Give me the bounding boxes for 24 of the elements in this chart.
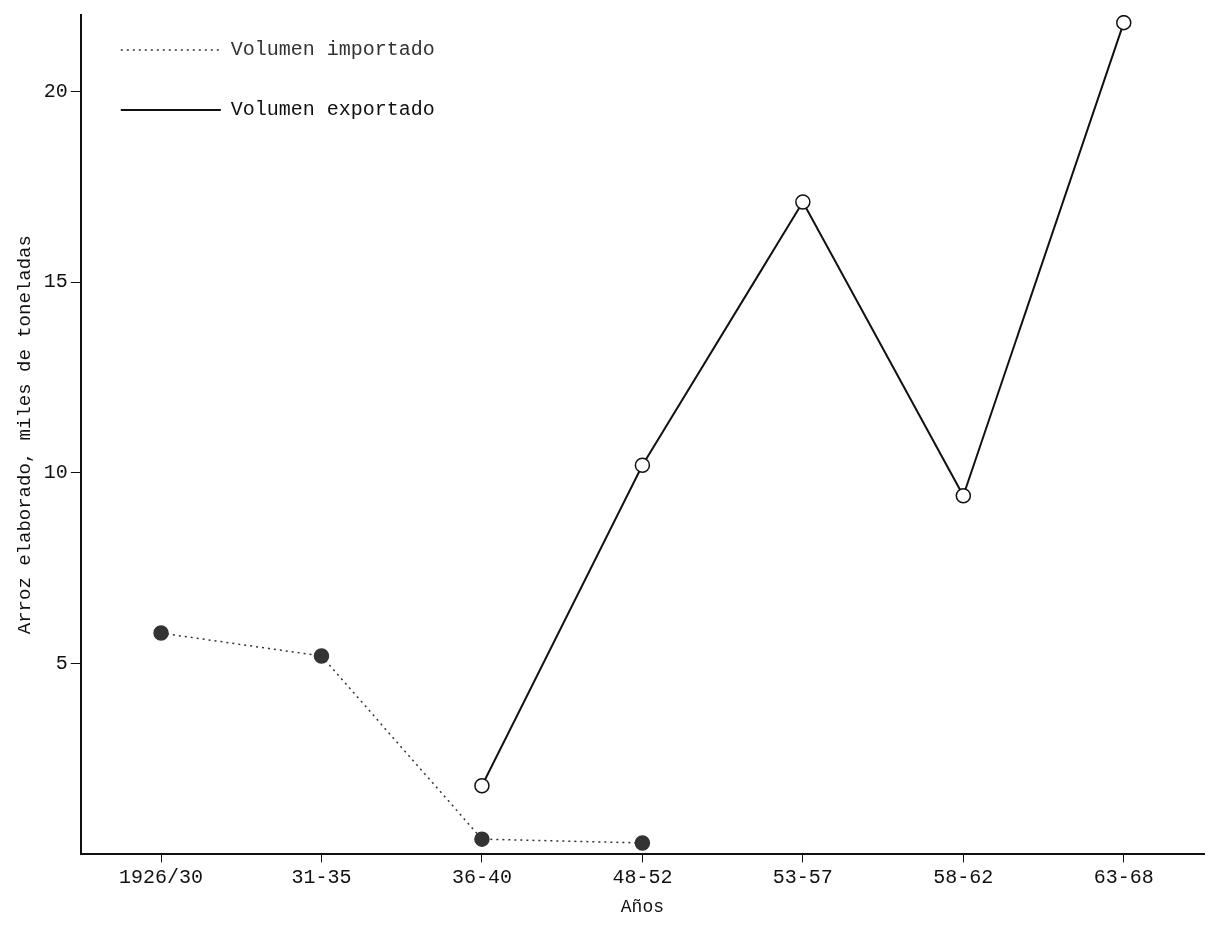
point (153, 625, 169, 641)
x-tick-label: 58-62 (933, 865, 994, 889)
x-tick-label: 53-57 (772, 865, 833, 889)
x-tick-label: 48-52 (612, 865, 673, 889)
point (795, 194, 811, 210)
point (474, 777, 490, 794)
y-axis-title: Arroz elaborado, miles de toneladas (14, 235, 37, 635)
point (634, 457, 651, 473)
point (955, 488, 972, 504)
x-tick-label: 1926/30 (119, 865, 204, 889)
x-axis-title: Años (620, 896, 665, 917)
x-tick-label: 31-35 (291, 865, 352, 889)
y-tick-label: 20 (43, 79, 68, 103)
x-tick-label: 63-68 (1093, 865, 1154, 889)
y-tick-label: 10 (43, 461, 68, 485)
text: Volumen importado (230, 38, 435, 62)
point (634, 835, 651, 851)
y-tick-label: 5 (55, 651, 68, 675)
point (1116, 15, 1132, 31)
point (313, 648, 330, 664)
text: Volumen exportado (230, 98, 435, 122)
point (474, 831, 490, 847)
y-tick-label: 15 (43, 270, 68, 294)
x-tick-label: 36-40 (451, 865, 512, 889)
